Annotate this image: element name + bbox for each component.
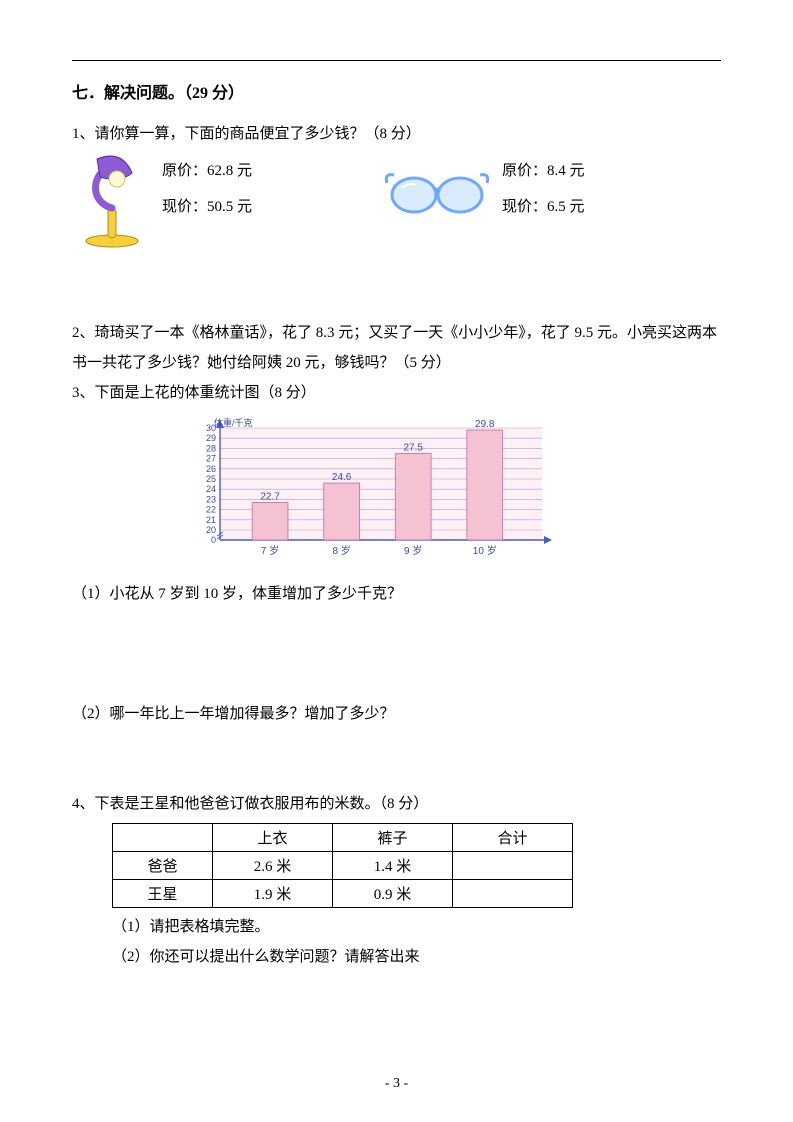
- svg-text:9 岁: 9 岁: [404, 544, 422, 557]
- glasses-orig-price: 原价：8.4 元: [502, 153, 585, 189]
- q3-intro: 3、下面是上花的体重统计图（8 分）: [72, 378, 721, 408]
- q1-glasses-block: 原价：8.4 元 现价：6.5 元: [382, 153, 585, 225]
- svg-text:8 岁: 8 岁: [332, 544, 350, 557]
- table-row: 上衣 裤子 合计: [113, 824, 573, 852]
- lamp-orig-price: 原价：62.8 元: [162, 153, 252, 189]
- q3-sub2: （2）哪一年比上一年增加得最多？增加了多少？: [72, 699, 721, 729]
- fabric-table: 上衣 裤子 合计 爸爸 2.6 米 1.4 米 王星 1.9 米 0.9 米: [112, 823, 573, 908]
- glasses-icon: [382, 163, 492, 223]
- svg-text:体重/千克: 体重/千克: [214, 417, 253, 428]
- svg-text:10 岁: 10 岁: [473, 544, 497, 557]
- table-cell: [453, 880, 573, 908]
- table-header-top: 上衣: [213, 824, 333, 852]
- svg-text:27: 27: [206, 454, 216, 464]
- q2-text: 2、琦琦买了一本《格林童话》，花了 8.3 元；又买了一天《小小少年》，花了 9…: [72, 318, 721, 378]
- svg-text:21: 21: [206, 515, 216, 525]
- svg-text:28: 28: [206, 443, 216, 453]
- table-cell: 1.4 米: [333, 852, 453, 880]
- svg-text:0: 0: [211, 535, 216, 545]
- table-header-blank: [113, 824, 213, 852]
- svg-text:20: 20: [206, 525, 216, 535]
- table-cell: 0.9 米: [333, 880, 453, 908]
- svg-text:24.6: 24.6: [332, 472, 352, 483]
- lamp-sale-price: 现价：50.5 元: [162, 189, 252, 225]
- svg-text:29: 29: [206, 433, 216, 443]
- table-cell: 爸爸: [113, 852, 213, 880]
- table-cell: 王星: [113, 880, 213, 908]
- q1-prompt: 1、请你算一算，下面的商品便宜了多少钱？（8 分）: [72, 119, 721, 149]
- q3-sub1: （1）小花从 7 岁到 10 岁，体重增加了多少千克？: [72, 579, 721, 609]
- glasses-sale-price: 现价：6.5 元: [502, 189, 585, 225]
- q4-intro: 4、下表是王星和他爸爸订做衣服用布的米数。（8 分）: [72, 789, 721, 819]
- q1-items: 原价：62.8 元 现价：50.5 元 原价：8.4 元 现价：6.5 元: [72, 153, 721, 248]
- weight-chart: 20212223242526272829300体重/千克22.77 岁24.68…: [182, 414, 721, 569]
- q4-sub2: （2）你还可以提出什么数学问题？请解答出来: [112, 942, 721, 972]
- svg-text:29.8: 29.8: [475, 419, 495, 430]
- table-cell: [453, 852, 573, 880]
- svg-text:23: 23: [206, 494, 216, 504]
- table-row: 爸爸 2.6 米 1.4 米: [113, 852, 573, 880]
- svg-text:25: 25: [206, 474, 216, 484]
- svg-text:26: 26: [206, 464, 216, 474]
- page-number: - 3 -: [0, 1076, 793, 1092]
- table-header-pants: 裤子: [333, 824, 453, 852]
- svg-text:7 岁: 7 岁: [261, 544, 279, 557]
- table-cell: 2.6 米: [213, 852, 333, 880]
- svg-text:22: 22: [206, 505, 216, 515]
- lamp-icon: [72, 153, 152, 248]
- q1-lamp-block: 原价：62.8 元 现价：50.5 元: [72, 153, 372, 248]
- q4-sub1: （1）请把表格填完整。: [112, 912, 721, 942]
- table-cell: 1.9 米: [213, 880, 333, 908]
- svg-text:24: 24: [206, 484, 216, 494]
- section-title: 七．解决问题。（29 分）: [72, 79, 721, 103]
- table-row: 王星 1.9 米 0.9 米: [113, 880, 573, 908]
- svg-text:27.5: 27.5: [403, 443, 423, 454]
- table-header-total: 合计: [453, 824, 573, 852]
- svg-text:22.7: 22.7: [260, 491, 280, 502]
